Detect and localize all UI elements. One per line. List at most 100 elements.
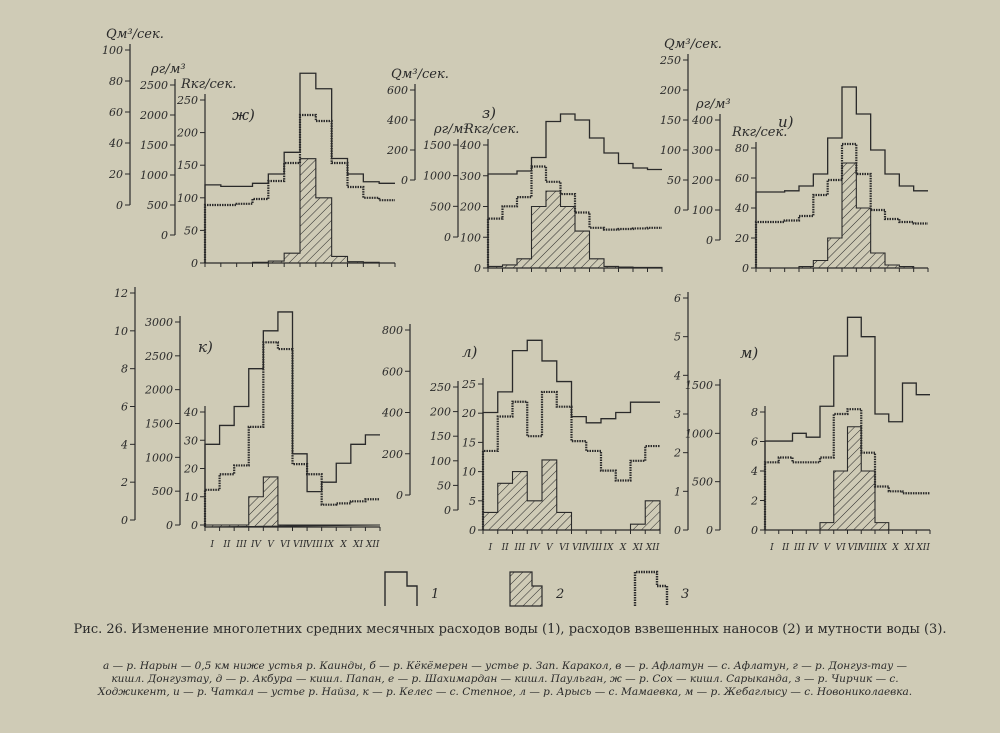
water-discharge-line <box>204 311 380 527</box>
y-tick-label: 300 <box>692 144 713 157</box>
month-label: VI <box>559 543 569 553</box>
legend: 1 2 3 <box>384 570 689 607</box>
month-label: IX <box>323 540 335 550</box>
water-discharge-line <box>764 316 930 530</box>
legend-number: 2 <box>555 587 564 602</box>
y-tick-label: 1000 <box>140 169 168 182</box>
y-tick-label: 400 <box>691 114 713 127</box>
month-label: X <box>619 543 627 553</box>
y-tick-label: 1500 <box>685 379 713 392</box>
panel-letter: з) <box>482 104 496 122</box>
y-tick-label: 0 <box>401 174 408 187</box>
y-tick-label: 5 <box>674 331 681 344</box>
charts-svg: 020406080100Qм³/сек.05001000150020002500… <box>102 27 931 607</box>
month-label: II <box>781 543 790 553</box>
axis-label: Rкг/сек. <box>463 122 519 137</box>
y-tick-label: 0 <box>161 229 168 242</box>
water-discharge-line <box>487 113 662 268</box>
y-tick-label: 2500 <box>144 350 173 363</box>
turbidity-line <box>763 408 930 530</box>
y-tick-label: 1 <box>674 485 681 498</box>
y-tick-label: 5 <box>469 495 476 508</box>
month-label: XI <box>632 543 643 553</box>
y-tick-label: 100 <box>692 204 713 217</box>
month-label: V <box>267 540 275 550</box>
legend-symbol-hatched <box>509 571 543 607</box>
y-tick-label: 60 <box>735 172 749 185</box>
month-label: XII <box>365 540 380 550</box>
y-tick-label: 200 <box>459 201 481 214</box>
y-tick-label: 100 <box>430 455 451 468</box>
y-tick-label: 8 <box>751 406 758 419</box>
axis-label: Qм³/сек. <box>106 27 164 42</box>
month-label: XI <box>352 540 363 550</box>
turbidity-line <box>203 113 395 263</box>
axis-label: Rкг/сек. <box>731 125 787 140</box>
y-tick-label: 250 <box>659 54 681 67</box>
water-discharge-line <box>755 86 928 268</box>
month-label: VIII <box>306 540 324 550</box>
y-tick-label: 150 <box>177 159 198 172</box>
month-label: III <box>235 540 247 550</box>
axis-label: Qм³/сек. <box>391 67 449 82</box>
y-tick-label: 80 <box>109 75 123 88</box>
suspended-sediment-hatched <box>482 459 661 531</box>
y-tick-label: 400 <box>381 407 403 420</box>
y-tick-label: 4 <box>120 438 128 451</box>
chart-panel: 020406080100Qм³/сек.05001000150020002500… <box>102 27 396 270</box>
month-label: IV <box>250 540 263 550</box>
legend-symbol-dotted <box>633 570 669 606</box>
month-label: VIII <box>585 543 603 553</box>
y-tick-label: 6 <box>751 436 758 449</box>
month-label: IV <box>807 543 820 553</box>
month-label: X <box>339 540 347 550</box>
y-tick-label: 6 <box>674 292 681 305</box>
legend-symbol-line <box>384 571 418 606</box>
axis-label: ρг/м³ <box>695 97 731 112</box>
y-tick-label: 12 <box>114 287 128 300</box>
y-tick-label: 50 <box>437 479 451 492</box>
y-tick-label: 0 <box>674 524 681 537</box>
y-tick-label: 6 <box>121 401 128 414</box>
y-tick-label: 1500 <box>140 139 168 152</box>
suspended-sediment-hatched <box>756 162 928 269</box>
y-tick-label: 20 <box>183 463 198 476</box>
y-tick-label: 100 <box>460 231 481 244</box>
month-label: IX <box>876 543 888 553</box>
y-tick-label: 250 <box>176 94 198 107</box>
y-tick-label: 250 <box>429 381 451 394</box>
y-tick-label: 3 <box>674 408 681 421</box>
legend-number: 3 <box>681 587 689 602</box>
y-tick-label: 60 <box>109 106 123 119</box>
y-tick-label: 2 <box>673 447 681 460</box>
y-tick-label: 4 <box>750 465 758 478</box>
month-label: VII <box>293 540 307 550</box>
y-tick-label: 200 <box>386 144 408 157</box>
y-tick-label: 0 <box>742 262 749 275</box>
y-tick-label: 1500 <box>423 139 451 152</box>
y-tick-label: 10 <box>114 325 128 338</box>
y-tick-label: 300 <box>460 170 481 183</box>
axis-label: ρг/м³ <box>150 62 186 77</box>
y-tick-label: 0 <box>396 489 403 502</box>
water-discharge-line <box>204 72 395 263</box>
y-tick-label: 2 <box>120 476 128 489</box>
y-tick-label: 0 <box>444 231 451 244</box>
suspended-sediment-hatched <box>765 426 930 531</box>
y-tick-label: 30 <box>184 434 198 447</box>
month-label: I <box>769 543 774 553</box>
y-tick-label: 2500 <box>139 79 168 92</box>
month-label: III <box>514 543 526 553</box>
month-label: XI <box>903 543 914 553</box>
month-label: I <box>210 540 215 550</box>
y-tick-label: 4 <box>673 369 681 382</box>
y-tick-label: 1000 <box>145 451 173 464</box>
y-tick-label: 200 <box>176 127 198 140</box>
panel-letter: ж) <box>232 106 255 124</box>
y-tick-label: 15 <box>462 436 476 449</box>
water-discharge-line <box>482 339 660 530</box>
y-tick-label: 600 <box>387 84 408 97</box>
y-tick-label: 150 <box>660 114 681 127</box>
